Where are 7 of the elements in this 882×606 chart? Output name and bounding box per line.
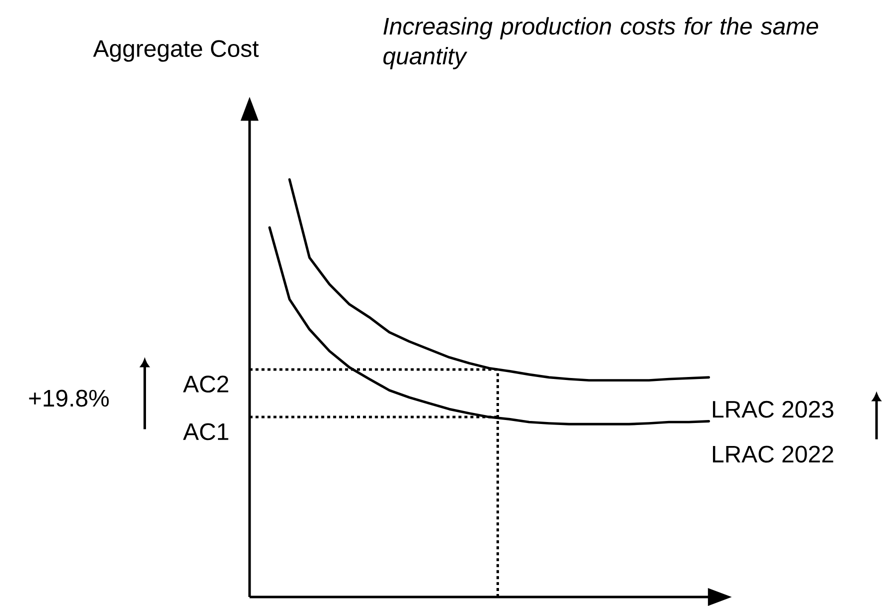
series-label: LRAC 2022 (712, 446, 834, 463)
legend-label: LRAC 2023 (712, 400, 834, 418)
text: +19.8% (29, 390, 109, 407)
chart-title: Increasing production costs for the same quantity (383, 17, 818, 70)
ref-line-label: AC2 (183, 376, 228, 393)
ref-line-label: AC1 (183, 423, 228, 440)
text: Aggregate Cost (93, 40, 259, 62)
